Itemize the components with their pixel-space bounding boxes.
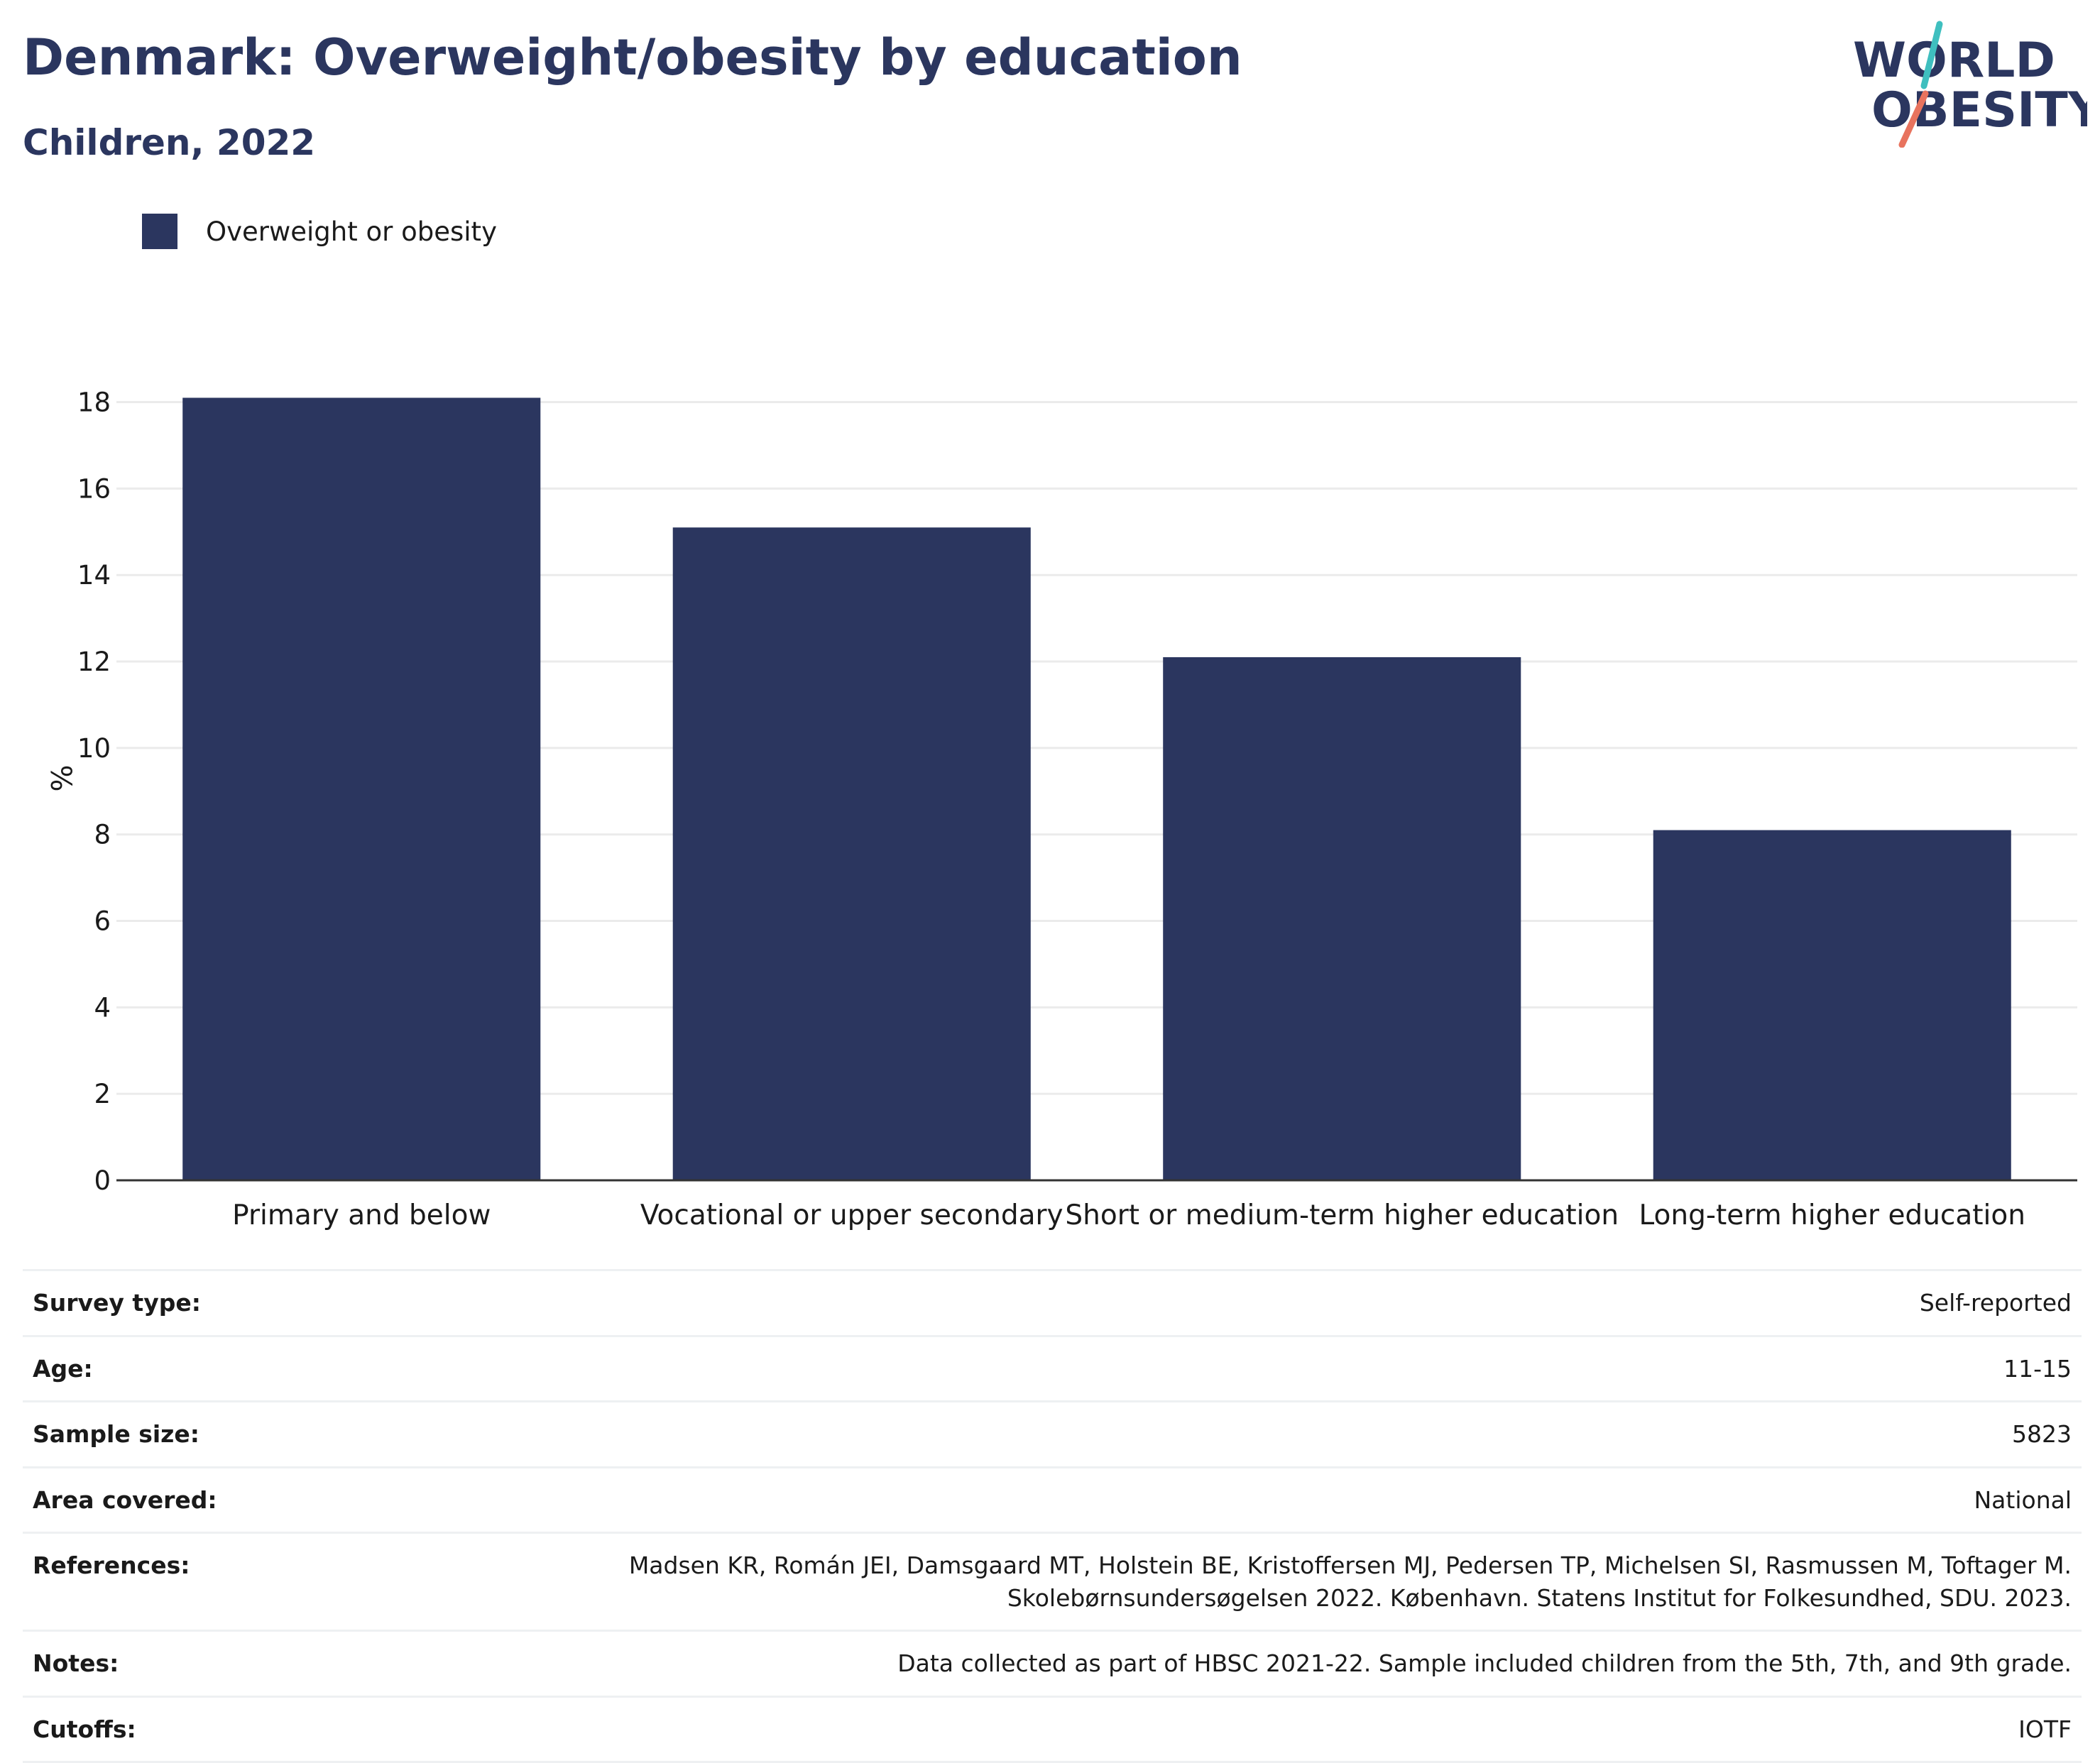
x-category-label: Primary and below <box>232 1199 491 1231</box>
y-tick-label: 2 <box>94 1079 111 1109</box>
chart-title: Denmark: Overweight/obesity by education <box>23 28 1242 87</box>
details-key: Age: <box>23 1334 412 1402</box>
details-key: Sample size: <box>23 1400 412 1468</box>
logo-word-obesity: OBESITY <box>1871 82 2087 138</box>
y-tick-label: 0 <box>94 1165 111 1196</box>
details-row: References: Madsen KR, Román JEI, Damsgaa… <box>23 1532 2082 1631</box>
details-value: 11-15 <box>412 1334 2082 1402</box>
details-key: References: <box>23 1532 412 1631</box>
x-category-label: Long-term higher education <box>1639 1199 2025 1231</box>
bar-chart: 0 2 4 6 8 10 12 14 16 18 Primary and below Vocation… <box>44 388 2077 1231</box>
details-value: Madsen KR, Román JEI, Damsgaard MT, Hols… <box>412 1532 2082 1631</box>
x-category-label: Vocational or upper secondary <box>640 1199 1063 1231</box>
y-tick-label: 12 <box>77 647 111 677</box>
chart-legend[interactable]: Overweight or obesity <box>142 212 497 251</box>
details-key: Notes: <box>23 1630 412 1697</box>
chart-subtitle: Children, 2022 <box>23 122 316 163</box>
logo-slash-coral <box>1898 90 1929 148</box>
logo-word-world: WORLD <box>1853 33 2055 89</box>
y-tick-label: 4 <box>94 992 111 1023</box>
y-tick-label: 14 <box>77 560 111 591</box>
details-value: Self-reported <box>412 1269 2082 1336</box>
details-value: 5823 <box>412 1400 2082 1468</box>
legend-label: Overweight or obesity <box>206 216 497 247</box>
details-row: Sample size: 5823 <box>23 1400 2082 1468</box>
y-tick-label: 8 <box>94 820 111 850</box>
details-row: Survey type: Self-reported <box>23 1269 2082 1336</box>
details-row: Cutoffs: IOTF <box>23 1695 2082 1763</box>
y-tick-label: 10 <box>77 733 111 764</box>
y-axis-title: % <box>44 764 77 791</box>
world-obesity-logo: WORLD OBESITY <box>1853 21 2087 148</box>
details-table: Survey type: Self-reported Age: 11-15 Sample… <box>23 1269 2082 1763</box>
y-tick-label: 6 <box>94 906 111 937</box>
details-key: Cutoffs: <box>23 1695 412 1763</box>
bar <box>182 397 541 1180</box>
bar <box>1163 657 1521 1180</box>
details-row: Notes: Data collected as part of HBSC 202… <box>23 1630 2082 1697</box>
y-tick-label: 16 <box>77 473 111 504</box>
details-row: Area covered: National <box>23 1466 2082 1533</box>
details-value: Data collected as part of HBSC 2021-22. … <box>412 1630 2082 1697</box>
x-category-label: Short or medium-term higher education <box>1065 1199 1619 1231</box>
details-row: Age: 11-15 <box>23 1334 2082 1402</box>
logo-slash-teal <box>1920 21 1943 89</box>
bar <box>1653 830 2011 1180</box>
details-key: Area covered: <box>23 1466 412 1533</box>
details-value: National <box>412 1466 2082 1533</box>
details-key: Survey type: <box>23 1269 412 1336</box>
y-tick-label: 18 <box>77 388 111 418</box>
bar <box>672 527 1031 1180</box>
details-value: IOTF <box>412 1695 2082 1763</box>
legend-swatch <box>142 214 177 249</box>
